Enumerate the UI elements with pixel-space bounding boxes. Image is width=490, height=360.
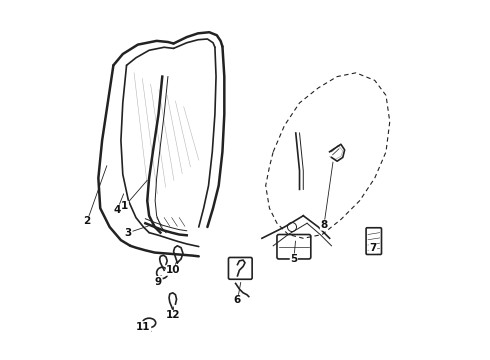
Text: 4: 4 [114,205,121,215]
Text: 6: 6 [234,295,241,305]
Text: 9: 9 [155,276,162,287]
Text: 2: 2 [83,216,91,226]
Text: 12: 12 [166,310,181,320]
Ellipse shape [143,318,156,328]
FancyBboxPatch shape [277,234,311,259]
Text: 11: 11 [136,321,151,332]
Text: 7: 7 [369,243,376,253]
Circle shape [157,267,168,279]
Text: 3: 3 [125,228,132,238]
Text: 8: 8 [320,220,328,230]
FancyBboxPatch shape [366,228,382,255]
Text: 5: 5 [290,254,297,264]
Text: 1: 1 [121,201,128,211]
FancyBboxPatch shape [228,257,252,279]
Text: 10: 10 [166,265,181,275]
